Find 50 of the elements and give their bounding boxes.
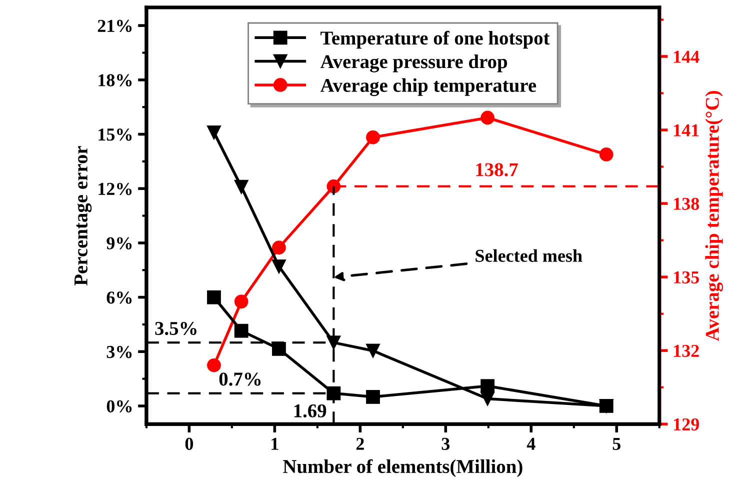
point [207, 290, 221, 304]
point [366, 344, 380, 358]
y2-tick-label: 141 [674, 124, 699, 136]
ref-line-label: 1.69 [294, 404, 326, 418]
y-tick-label: 9% [106, 237, 132, 250]
y2-axis-title: Average chip temperature(°C) [705, 91, 723, 342]
point [207, 125, 221, 140]
x-tick-label: 3 [442, 438, 450, 450]
point [234, 294, 248, 308]
point [326, 386, 341, 400]
point [366, 390, 380, 404]
point [366, 130, 380, 144]
ref-line-label: 138.7 [476, 163, 518, 176]
point [207, 358, 221, 372]
y2-tick-label: 144 [674, 50, 700, 63]
y2-tick-label: 129 [674, 418, 700, 431]
point [599, 148, 614, 162]
y2-tick-label: 135 [674, 271, 699, 284]
legend-label: Temperature of one hotspot [320, 30, 550, 49]
point [234, 324, 248, 338]
x-tick-label: 0 [185, 438, 194, 450]
x-axis-title: Number of elements(Million) [283, 459, 522, 478]
point [234, 180, 248, 194]
y-tick-label: 3% [106, 346, 132, 358]
y2-tick-label: 138 [674, 198, 700, 210]
point [272, 342, 286, 356]
x-tick-label: 2 [356, 438, 364, 450]
point [326, 336, 341, 350]
x-tick-label: 1 [272, 438, 278, 450]
y-tick-label: 0% [106, 400, 132, 412]
ref-line-label: 0.7% [219, 372, 261, 386]
point [272, 240, 286, 255]
point [480, 392, 494, 406]
point [480, 379, 494, 393]
annotation: Selected mesh [476, 249, 582, 262]
x-tick-label: 4 [526, 438, 536, 450]
x-tick-label: 5 [612, 438, 620, 450]
legend-label: Average pressure drop [320, 54, 508, 72]
point [480, 110, 494, 125]
y-tick-label: 18% [98, 74, 132, 86]
y-tick-label: 15% [98, 128, 132, 141]
legend-label: Average chip temperature [320, 78, 536, 96]
point [272, 260, 286, 274]
y2-tick-label: 132 [674, 344, 699, 357]
y-tick-label: 21% [98, 20, 132, 32]
ref-line-label: 3.5% [155, 322, 196, 336]
y-axis-title: Percentage error [74, 146, 92, 286]
y-tick-label: 6% [106, 292, 132, 304]
y-tick-label: 12% [98, 182, 132, 196]
point [326, 179, 341, 194]
